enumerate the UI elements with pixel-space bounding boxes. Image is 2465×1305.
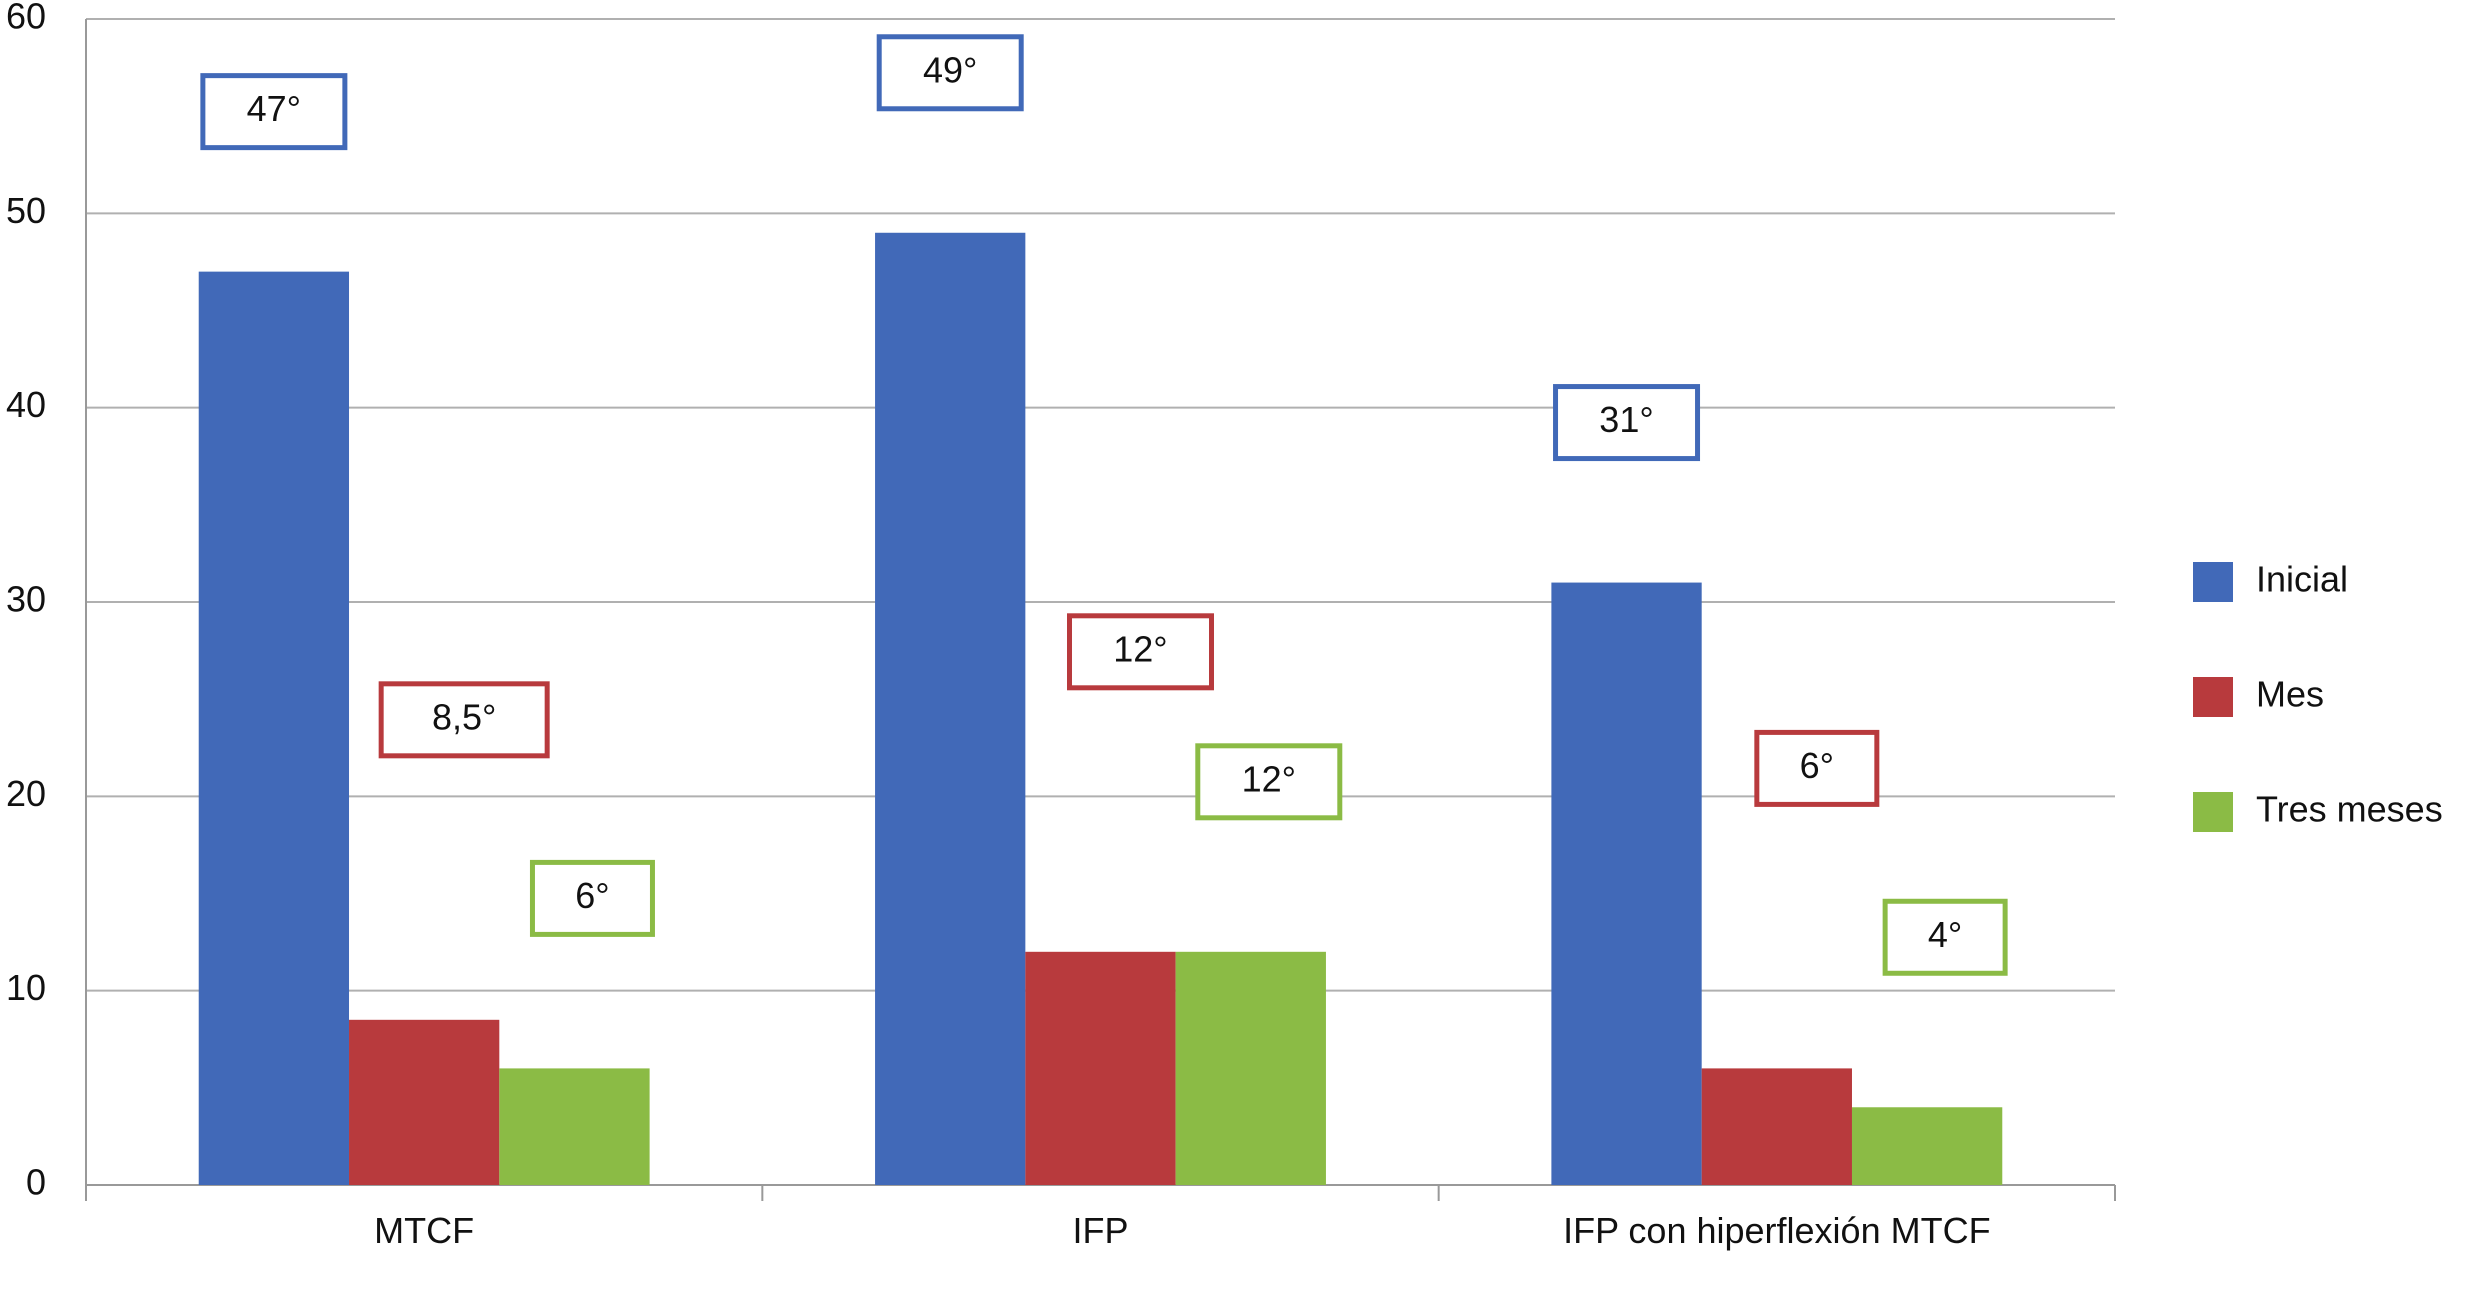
bar — [349, 1019, 500, 1185]
x-tick-label: IFP — [1072, 1210, 1129, 1251]
y-tick-label: 50 — [6, 190, 46, 231]
value-label-box — [1754, 729, 1880, 807]
y-tick-label: 40 — [6, 384, 46, 425]
value-label-box — [876, 34, 1024, 112]
bar — [875, 232, 1026, 1185]
value-label: 47° — [247, 88, 301, 129]
bar — [1025, 951, 1176, 1185]
value-label: 8,5° — [432, 696, 496, 737]
y-tick-label: 20 — [6, 773, 46, 814]
value-label-box — [1195, 743, 1343, 821]
value-label: 31° — [1599, 399, 1653, 440]
y-tick-label: 10 — [6, 967, 46, 1008]
y-tick-label: 30 — [6, 579, 46, 620]
x-tick-label: IFP con hiperflexión MTCF — [1563, 1210, 1991, 1251]
value-label: 6° — [1800, 745, 1834, 786]
value-label: 49° — [923, 49, 977, 90]
value-label: 12° — [1113, 628, 1167, 669]
legend-swatch — [2193, 677, 2233, 717]
y-tick-label: 0 — [26, 1162, 46, 1203]
bar — [1851, 1107, 2003, 1185]
value-label: 4° — [1928, 914, 1962, 955]
legend-swatch — [2193, 792, 2233, 832]
value-label-box — [1882, 898, 2008, 976]
bar — [1701, 1068, 1852, 1185]
value-label-box — [378, 681, 550, 759]
legend-label: Tres meses — [2256, 789, 2443, 830]
y-tick-label: 60 — [6, 0, 46, 37]
bar — [198, 271, 350, 1186]
value-label: 12° — [1242, 758, 1296, 799]
value-label-box — [1067, 613, 1214, 691]
bar — [1175, 951, 1326, 1185]
legend-label: Inicial — [2256, 559, 2348, 600]
bar — [1551, 582, 1702, 1185]
value-label-box — [1553, 384, 1701, 462]
value-label: 6° — [575, 875, 609, 916]
x-tick-label: MTCF — [374, 1210, 475, 1251]
value-label-box — [529, 859, 655, 937]
legend-label: Mes — [2256, 674, 2324, 715]
value-label-box — [200, 73, 348, 151]
bar — [499, 1068, 650, 1185]
legend-swatch — [2193, 562, 2233, 602]
